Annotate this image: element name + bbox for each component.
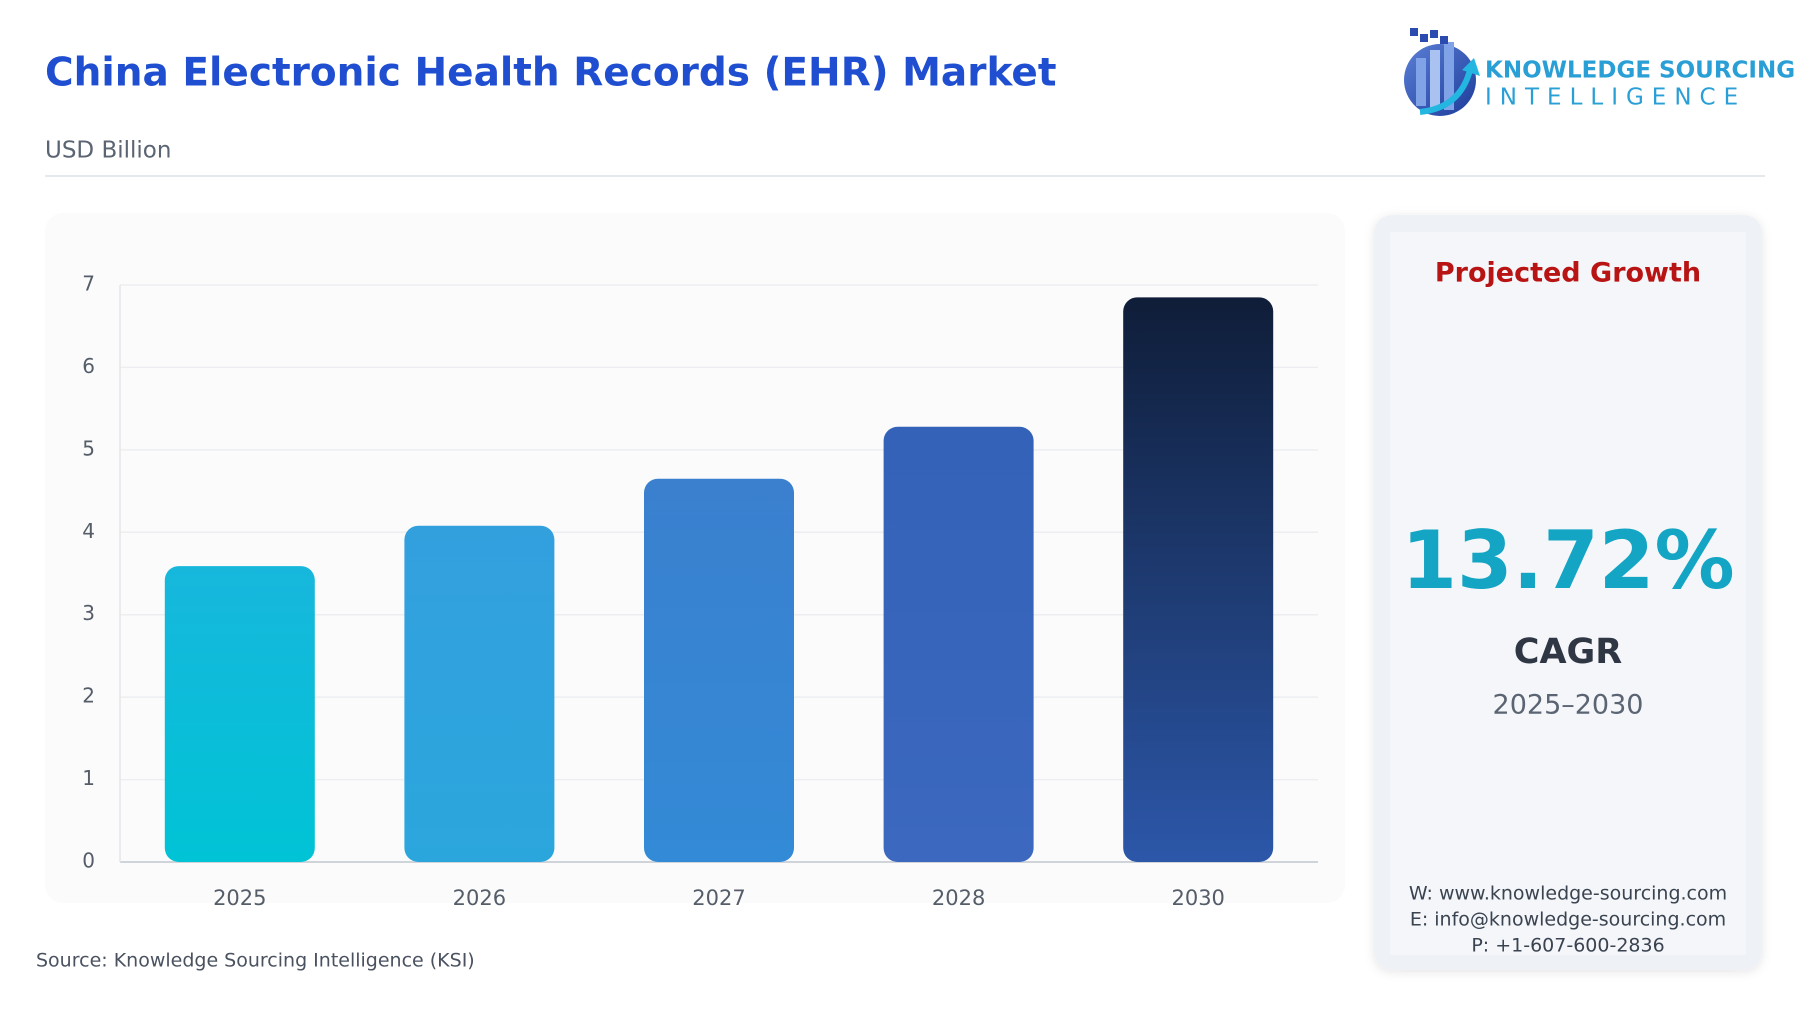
- cagr-value: 13.72%: [1401, 514, 1734, 607]
- bar: [644, 478, 794, 862]
- x-tick-label: 2030: [1171, 886, 1224, 910]
- bar: [883, 426, 1034, 862]
- y-tick-label: 2: [82, 684, 95, 708]
- bar: [404, 525, 555, 862]
- bar: [164, 566, 315, 862]
- cagr-label: CAGR: [1514, 632, 1623, 672]
- y-tick-label: 5: [82, 436, 95, 460]
- bar: [1123, 297, 1274, 863]
- panel-heading: Projected Growth: [1435, 258, 1701, 289]
- y-tick-label: 7: [82, 272, 95, 296]
- x-tick-label: 2025: [213, 886, 266, 910]
- logo-line2: INTELLIGENCE: [1485, 85, 1746, 111]
- x-tick-label: 2028: [932, 886, 985, 910]
- y-tick-label: 6: [82, 354, 95, 378]
- chart-title: China Electronic Health Records (EHR) Ma…: [45, 51, 1056, 96]
- y-tick-label: 3: [82, 601, 95, 625]
- y-tick-label: 1: [82, 766, 95, 790]
- growth-card-inner: [1390, 232, 1746, 955]
- contact-web: W: www.knowledge-sourcing.com: [1409, 883, 1727, 905]
- chart-subtitle: USD Billion: [45, 138, 171, 164]
- contact-phone: P: +1-607-600-2836: [1471, 935, 1664, 957]
- cagr-period: 2025–2030: [1493, 690, 1644, 721]
- x-tick-label: 2026: [453, 886, 506, 910]
- y-tick-label: 4: [82, 519, 95, 543]
- logo-line1: KNOWLEDGE SOURCING: [1485, 58, 1795, 84]
- source-note: Source: Knowledge Sourcing Intelligence …: [36, 950, 475, 972]
- x-tick-label: 2027: [692, 886, 745, 910]
- logo: KNOWLEDGE SOURCING INTELLIGENCE: [1404, 28, 1795, 116]
- contact-email: E: info@knowledge-sourcing.com: [1410, 909, 1726, 931]
- y-tick-label: 0: [82, 849, 95, 873]
